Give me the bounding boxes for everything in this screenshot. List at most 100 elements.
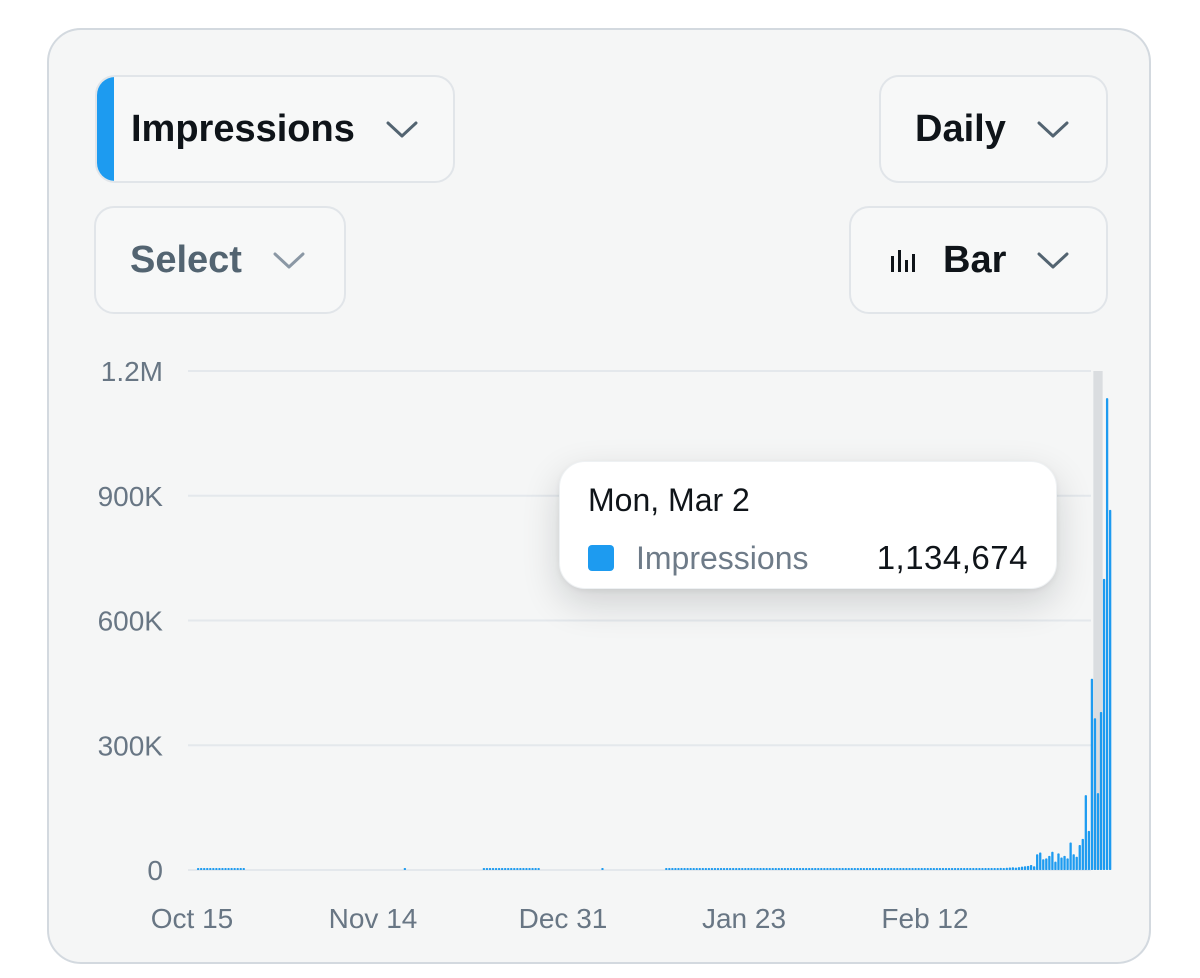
chart-bar[interactable]: [987, 868, 990, 870]
chart-bar[interactable]: [978, 868, 981, 870]
chart-bar[interactable]: [744, 868, 747, 870]
chart-bar[interactable]: [227, 868, 230, 870]
chart-bar[interactable]: [683, 868, 686, 870]
chart-bar[interactable]: [774, 868, 777, 870]
chart-bar[interactable]: [771, 868, 774, 870]
chart-bar[interactable]: [929, 868, 932, 870]
chart-bar[interactable]: [1060, 857, 1063, 870]
chart-bar[interactable]: [829, 868, 832, 870]
chart-bar[interactable]: [1054, 861, 1057, 870]
chart-bar[interactable]: [792, 868, 796, 870]
chart-bar[interactable]: [677, 868, 680, 870]
chart-bar[interactable]: [817, 868, 820, 870]
chart-bar[interactable]: [938, 868, 942, 870]
chart-bar[interactable]: [1051, 851, 1054, 870]
chart-bar[interactable]: [826, 868, 829, 870]
chart-bar[interactable]: [914, 868, 917, 870]
chart-bar[interactable]: [953, 868, 957, 870]
chart-bar[interactable]: [996, 868, 999, 870]
chart-bar[interactable]: [856, 868, 859, 870]
chart-bar[interactable]: [528, 868, 531, 870]
chart-bar[interactable]: [1023, 866, 1027, 870]
chart-bar[interactable]: [999, 867, 1002, 870]
chart-bar[interactable]: [844, 868, 847, 870]
chart-bar[interactable]: [905, 868, 908, 870]
chart-bar[interactable]: [1020, 866, 1024, 870]
chart-bar[interactable]: [881, 868, 884, 870]
chart-bar[interactable]: [887, 868, 890, 870]
chart-bar[interactable]: [725, 868, 729, 870]
chart-bar[interactable]: [713, 868, 717, 870]
chart-bar[interactable]: [729, 868, 732, 870]
chart-bar[interactable]: [950, 868, 954, 870]
chart-type-dropdown[interactable]: Bar: [849, 206, 1108, 314]
chart-bar[interactable]: [862, 868, 866, 870]
chart-bar[interactable]: [917, 868, 920, 870]
chart-bar[interactable]: [932, 868, 935, 870]
chart-bar[interactable]: [501, 868, 504, 870]
chart-bar[interactable]: [899, 868, 902, 870]
chart-bar[interactable]: [768, 868, 771, 870]
chart-bar[interactable]: [689, 868, 692, 870]
chart-bar[interactable]: [823, 868, 826, 870]
chart-bar[interactable]: [212, 868, 215, 870]
chart-bar[interactable]: [944, 868, 948, 870]
chart-bar[interactable]: [765, 868, 768, 870]
chart-bar[interactable]: [1069, 842, 1072, 870]
chart-bar[interactable]: [969, 868, 972, 870]
chart-bar[interactable]: [230, 868, 233, 870]
chart-bar[interactable]: [993, 868, 996, 870]
chart-bar[interactable]: [853, 868, 856, 870]
chart-bar[interactable]: [926, 868, 929, 870]
chart-bar[interactable]: [1039, 852, 1042, 870]
chart-bar[interactable]: [935, 868, 939, 870]
chart-bar[interactable]: [941, 868, 945, 870]
chart-bar[interactable]: [981, 868, 984, 870]
chart-bar[interactable]: [1099, 711, 1103, 870]
chart-bar[interactable]: [896, 868, 899, 870]
chart-bar[interactable]: [519, 868, 522, 870]
chart-bar[interactable]: [719, 868, 723, 870]
chart-bar[interactable]: [865, 868, 869, 870]
chart-bar[interactable]: [957, 868, 960, 870]
chart-bar[interactable]: [1096, 793, 1100, 870]
chart-bar[interactable]: [531, 868, 534, 870]
chart-bar[interactable]: [671, 868, 674, 870]
chart-bar[interactable]: [1066, 858, 1069, 870]
chart-bar[interactable]: [722, 868, 726, 870]
chart-bar[interactable]: [510, 868, 513, 870]
chart-bar[interactable]: [841, 868, 844, 870]
metric-dropdown[interactable]: Impressions: [95, 75, 455, 183]
chart-bar[interactable]: [884, 868, 887, 870]
impressions-bar-chart[interactable]: 0 300K 600K 900K 1.2M Oct 15 Nov 14 Dec 31 Jan 2…: [49, 30, 1149, 962]
chart-bar[interactable]: [820, 868, 823, 870]
chart-bar[interactable]: [738, 868, 741, 870]
chart-bar[interactable]: [701, 868, 704, 870]
chart-bar[interactable]: [488, 868, 492, 870]
chart-bar[interactable]: [1063, 855, 1066, 870]
chart-bar[interactable]: [814, 868, 817, 870]
chart-bar[interactable]: [1072, 854, 1075, 870]
chart-bar[interactable]: [750, 868, 753, 870]
chart-bar[interactable]: [1036, 854, 1039, 870]
chart-bar[interactable]: [221, 868, 224, 870]
chart-bar[interactable]: [877, 868, 881, 870]
chart-bar[interactable]: [735, 868, 738, 870]
chart-bar[interactable]: [1002, 868, 1005, 870]
chart-bar[interactable]: [710, 868, 714, 870]
period-dropdown[interactable]: Daily: [879, 75, 1108, 183]
chart-bar[interactable]: [972, 868, 975, 870]
chart-bar[interactable]: [874, 868, 878, 870]
chart-bar[interactable]: [686, 868, 689, 870]
chart-bar[interactable]: [236, 868, 239, 870]
chart-bar[interactable]: [805, 868, 808, 870]
chart-bar[interactable]: [485, 868, 489, 870]
chart-bar[interactable]: [513, 868, 516, 870]
chart-bar[interactable]: [525, 868, 528, 870]
compare-dropdown[interactable]: Select: [94, 206, 346, 314]
chart-bar[interactable]: [741, 868, 744, 870]
chart-bar[interactable]: [1048, 855, 1051, 870]
chart-bar[interactable]: [1017, 867, 1021, 870]
chart-bar[interactable]: [984, 868, 987, 870]
chart-bar[interactable]: [890, 868, 893, 870]
